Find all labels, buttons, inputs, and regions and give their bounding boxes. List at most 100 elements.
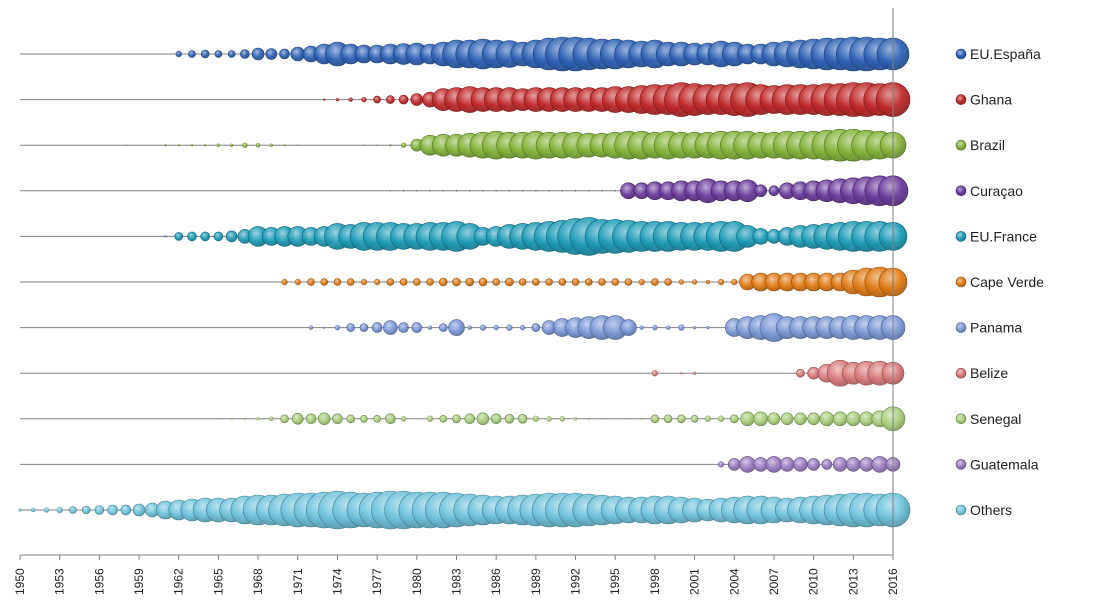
bubble-point[interactable] — [819, 411, 835, 427]
bubble-point[interactable] — [265, 48, 278, 60]
bubble-point[interactable] — [518, 278, 527, 286]
bubble-point[interactable] — [400, 416, 407, 422]
bubble-point[interactable] — [294, 278, 301, 286]
bubble-point[interactable] — [399, 278, 408, 286]
bubble-point[interactable] — [532, 415, 540, 422]
bubble-point[interactable] — [81, 505, 91, 515]
bubble-point[interactable] — [438, 277, 448, 287]
bubble-point[interactable] — [768, 185, 780, 197]
bubble-point[interactable] — [346, 278, 355, 286]
bubble-point[interactable] — [164, 235, 167, 238]
bubble-point[interactable] — [535, 190, 537, 192]
bubble-point[interactable] — [323, 98, 326, 101]
bubble-point[interactable] — [664, 278, 672, 286]
bubble-point[interactable] — [479, 324, 487, 331]
bubble-point[interactable] — [493, 324, 499, 331]
bubble-point[interactable] — [386, 95, 395, 104]
bubble-point[interactable] — [558, 278, 567, 286]
bubble-point[interactable] — [663, 414, 673, 424]
bubble-point[interactable] — [561, 190, 563, 192]
bubble-point[interactable] — [452, 414, 461, 424]
bubble-point[interactable] — [505, 277, 514, 287]
bubble-point[interactable] — [574, 190, 577, 192]
bubble-point[interactable] — [727, 458, 741, 471]
bubble-point[interactable] — [519, 324, 526, 331]
bubble-point[interactable] — [717, 278, 725, 286]
bubble-point[interactable] — [452, 277, 461, 287]
bubble-point[interactable] — [43, 507, 50, 513]
bubble-point[interactable] — [213, 231, 224, 242]
bubble-point[interactable] — [545, 278, 553, 286]
bubble-point[interactable] — [859, 457, 874, 472]
bubble-point[interactable] — [125, 144, 127, 146]
bubble-point[interactable] — [624, 278, 633, 286]
bubble-point[interactable] — [107, 504, 118, 516]
bubble-point[interactable] — [371, 322, 383, 333]
bubble-point[interactable] — [188, 50, 196, 58]
bubble-point[interactable] — [573, 417, 578, 421]
bubble-point[interactable] — [290, 46, 306, 62]
bubble-point[interactable] — [706, 325, 710, 330]
bubble-point[interactable] — [410, 93, 424, 106]
bubble-point[interactable] — [281, 278, 288, 286]
bubble-point[interactable] — [413, 278, 421, 286]
bubble-point[interactable] — [269, 143, 273, 147]
bubble-point[interactable] — [601, 418, 603, 420]
bubble-point[interactable] — [297, 144, 299, 146]
bubble-point[interactable] — [177, 144, 180, 147]
bubble-point[interactable] — [807, 458, 820, 471]
bubble-point[interactable] — [361, 96, 367, 103]
bubble-point[interactable] — [216, 143, 221, 147]
bubble-point[interactable] — [429, 190, 431, 192]
bubble-point[interactable] — [359, 323, 369, 332]
bubble-point[interactable] — [640, 417, 643, 420]
bubble-point[interactable] — [548, 190, 550, 192]
bubble-point[interactable] — [753, 411, 769, 427]
bubble-point[interactable] — [846, 411, 861, 427]
bubble-point[interactable] — [334, 324, 341, 331]
bubble-point[interactable] — [398, 94, 409, 105]
bubble-point[interactable] — [846, 457, 861, 472]
bubble-point[interactable] — [411, 322, 423, 333]
bubble-point[interactable] — [754, 184, 768, 198]
bubble-point[interactable] — [692, 325, 697, 330]
bubble-point[interactable] — [175, 50, 182, 58]
bubble-point[interactable] — [691, 279, 698, 285]
bubble-point[interactable] — [442, 190, 444, 192]
bubble-point[interactable] — [779, 457, 795, 472]
bubble-point[interactable] — [346, 323, 355, 332]
bubble-point[interactable] — [731, 278, 738, 286]
bubble-point[interactable] — [678, 279, 685, 285]
bubble-point[interactable] — [832, 411, 848, 427]
bubble-point[interactable] — [765, 456, 783, 473]
bubble-point[interactable] — [717, 461, 725, 468]
bubble-point[interactable] — [495, 190, 497, 192]
bubble-point[interactable] — [243, 417, 247, 420]
bubble-point[interactable] — [504, 413, 515, 424]
bubble-point[interactable] — [348, 97, 353, 102]
bubble-point[interactable] — [200, 49, 210, 59]
bubble-point[interactable] — [678, 324, 685, 331]
bubble-point[interactable] — [871, 456, 889, 473]
bubble-point[interactable] — [680, 372, 683, 375]
bubble-point[interactable] — [832, 457, 848, 472]
bubble-point[interactable] — [752, 228, 770, 245]
bubble-point[interactable] — [346, 414, 355, 424]
bubble-point[interactable] — [438, 323, 448, 332]
bubble-point[interactable] — [677, 414, 686, 424]
bubble-point[interactable] — [546, 416, 552, 422]
bubble-point[interactable] — [588, 190, 590, 192]
bubble-point[interactable] — [455, 190, 458, 192]
bubble-point[interactable] — [386, 278, 395, 286]
bubble-point[interactable] — [400, 142, 407, 148]
bubble-point[interactable] — [448, 319, 465, 336]
bubble-point[interactable] — [426, 278, 434, 286]
bubble-point[interactable] — [620, 319, 637, 336]
bubble-point[interactable] — [269, 416, 274, 421]
bubble-point[interactable] — [464, 413, 476, 425]
bubble-point[interactable] — [251, 47, 265, 61]
bubble-point[interactable] — [383, 320, 398, 335]
bubble-point[interactable] — [305, 413, 317, 425]
bubble-point[interactable] — [320, 278, 329, 286]
bubble-point[interactable] — [639, 325, 644, 330]
